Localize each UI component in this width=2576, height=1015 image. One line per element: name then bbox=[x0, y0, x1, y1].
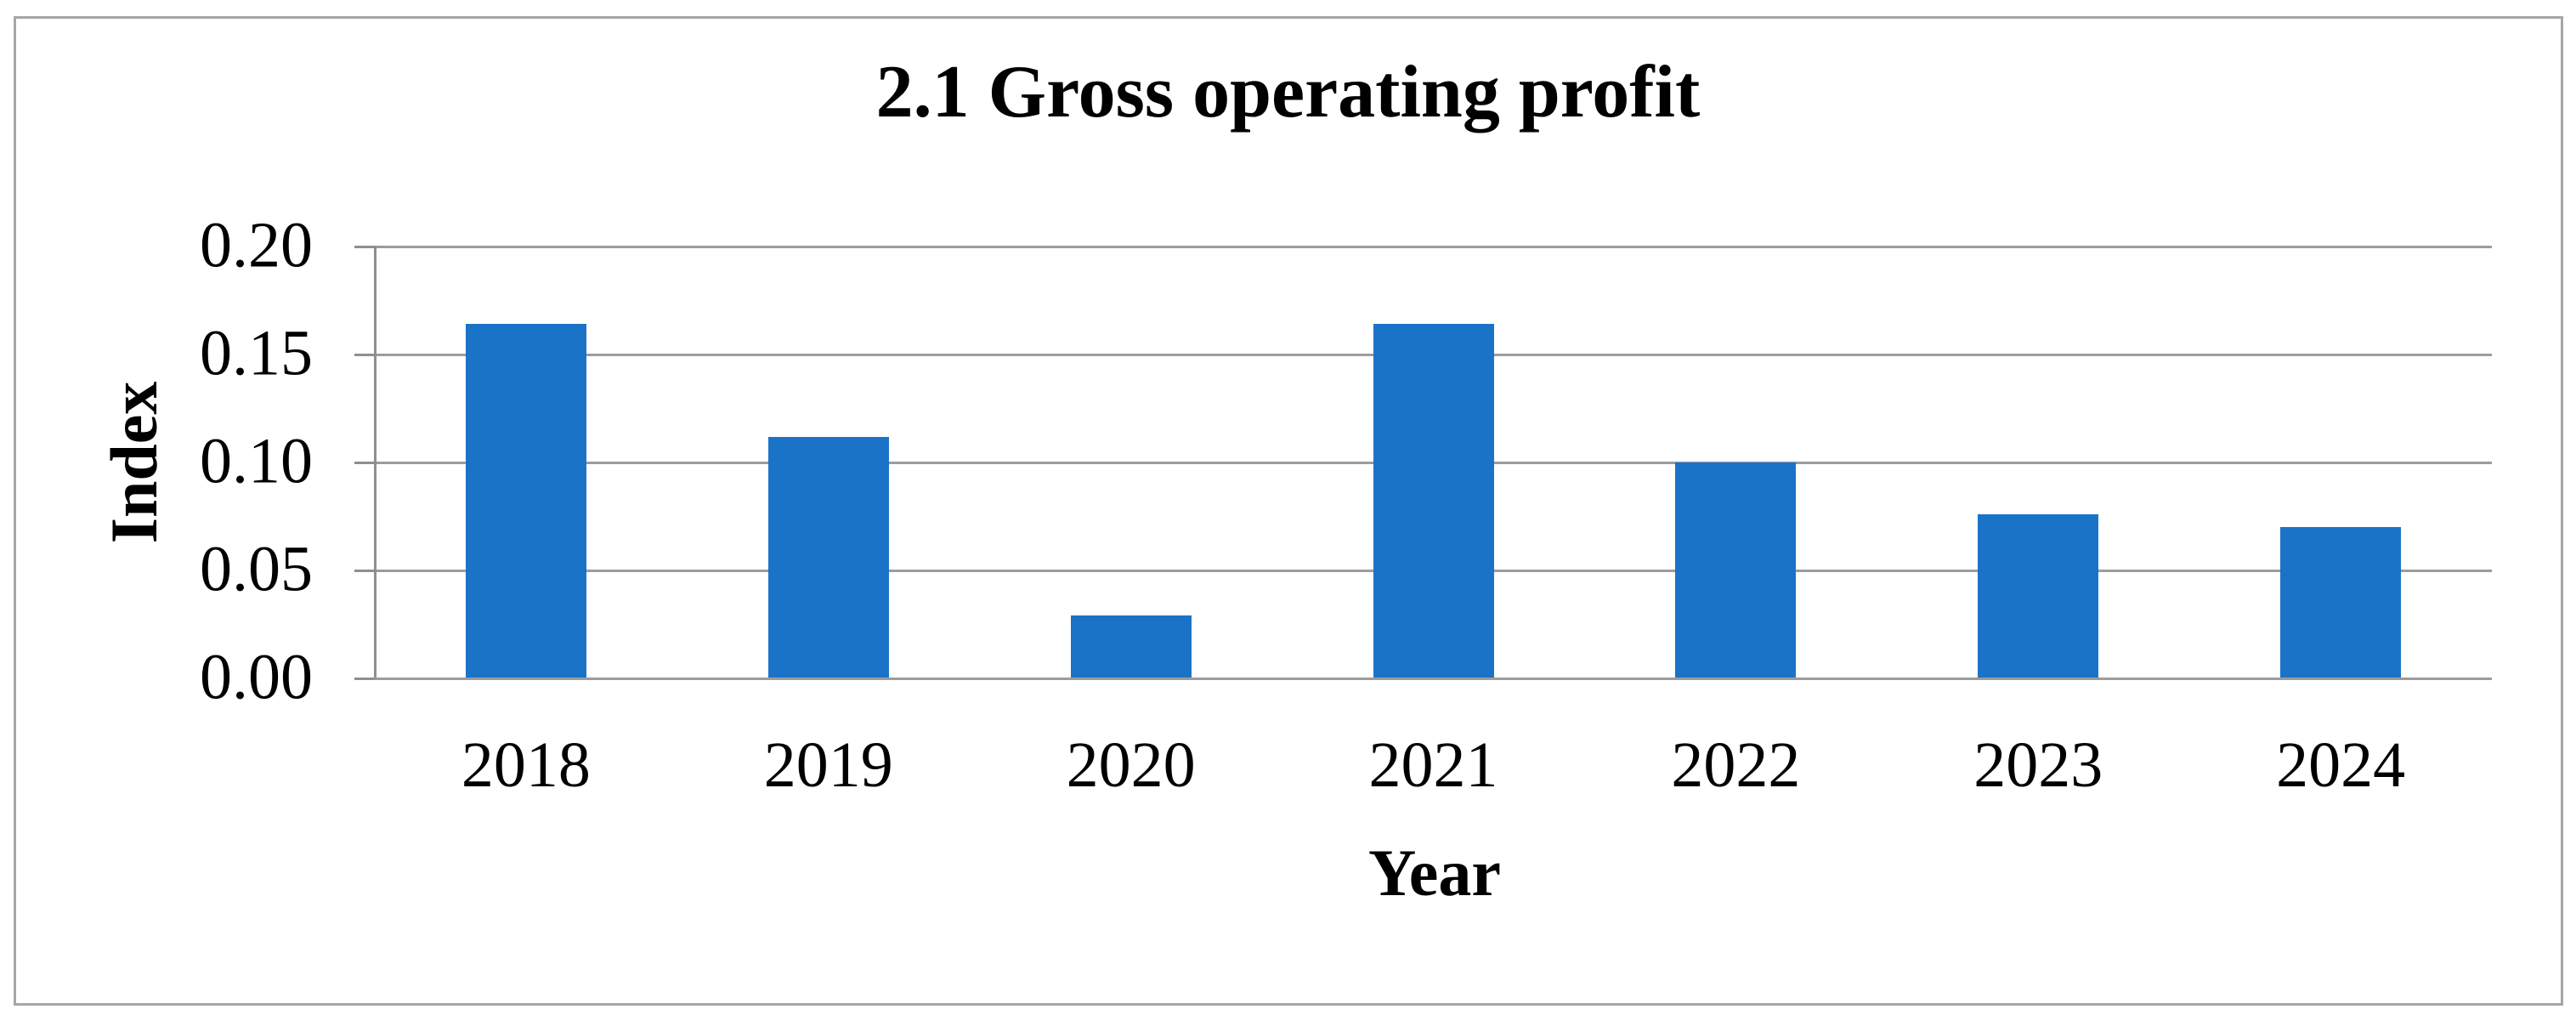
y-axis-tick-0.05 bbox=[354, 569, 375, 572]
bar-2023 bbox=[1978, 513, 2099, 678]
bar-2024 bbox=[2280, 527, 2402, 678]
y-axis-tick-0.15 bbox=[354, 353, 375, 356]
gridline-0.20 bbox=[375, 245, 2492, 248]
y-tick-label-0.10: 0.10 bbox=[200, 425, 313, 497]
gridline-0.00 bbox=[375, 677, 2492, 680]
bar-2020 bbox=[1070, 615, 1192, 678]
bar-2021 bbox=[1373, 324, 1494, 678]
y-tick-label-0.00: 0.00 bbox=[200, 641, 313, 713]
x-tick-label-2022: 2022 bbox=[1671, 729, 1801, 801]
y-tick-label-0.05: 0.05 bbox=[200, 533, 313, 605]
y-axis-line bbox=[373, 245, 376, 680]
bar-2019 bbox=[767, 436, 889, 678]
x-tick-label-2019: 2019 bbox=[763, 729, 893, 801]
y-axis-tick-0.20 bbox=[354, 245, 375, 248]
y-tick-label-0.20: 0.20 bbox=[200, 209, 313, 281]
x-tick-label-2024: 2024 bbox=[2276, 729, 2406, 801]
x-axis-title: Year bbox=[1368, 836, 1501, 910]
bar-2018 bbox=[465, 324, 586, 678]
y-axis-tick-0.10 bbox=[354, 461, 375, 464]
x-tick-label-2023: 2023 bbox=[1973, 729, 2103, 801]
bar-2022 bbox=[1675, 462, 1797, 678]
x-tick-label-2021: 2021 bbox=[1368, 729, 1498, 801]
chart-title: 2.1 Gross operating profit bbox=[875, 51, 1701, 133]
x-tick-label-2018: 2018 bbox=[461, 729, 591, 801]
y-tick-label-0.15: 0.15 bbox=[200, 317, 313, 389]
x-tick-label-2020: 2020 bbox=[1066, 729, 1196, 801]
y-axis-tick-0.00 bbox=[354, 677, 375, 680]
